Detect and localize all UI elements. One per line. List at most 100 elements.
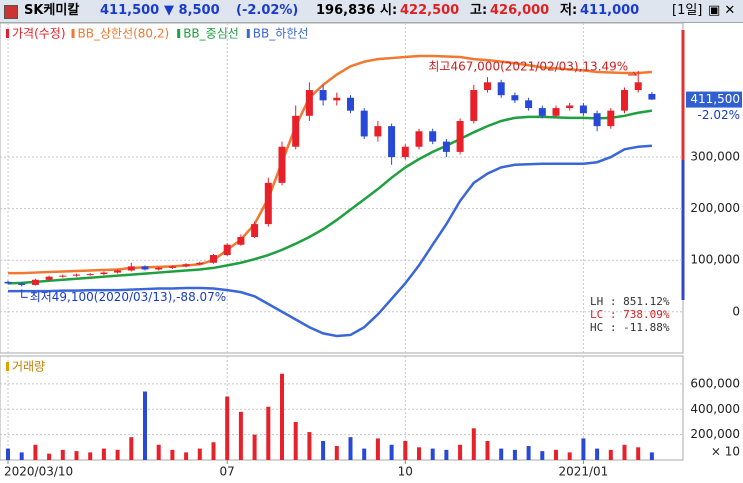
candle-body	[456, 120, 464, 152]
candle-body	[347, 97, 354, 111]
low: 411,000	[580, 3, 640, 18]
volume-bar	[608, 449, 613, 460]
volume-bar	[293, 421, 298, 460]
volume-bar	[622, 444, 627, 460]
volume-bar	[19, 452, 24, 460]
candle-body	[168, 266, 176, 268]
volume-bar	[540, 451, 545, 460]
volume-bar	[636, 447, 641, 460]
high-label: 고:	[470, 3, 488, 18]
candle-body	[634, 82, 642, 91]
last-price: 411,500	[690, 92, 740, 106]
volume-bar	[334, 446, 339, 460]
candle-body	[442, 141, 450, 152]
volume-bar	[129, 437, 134, 460]
volume-bar	[417, 447, 421, 460]
x-tick-label: 10	[398, 465, 413, 479]
legend-swatch	[246, 29, 250, 38]
candle-body	[210, 255, 217, 263]
candle-body	[182, 264, 190, 267]
unit-label: × 10	[711, 445, 740, 459]
candle-body	[333, 97, 341, 101]
open: 422,500	[400, 3, 460, 18]
legend-swatch	[6, 29, 9, 38]
volume-bar	[266, 406, 271, 460]
price: 411,500	[100, 3, 160, 18]
stock-name: SK케미칼	[24, 3, 80, 18]
volume: 196,836	[316, 3, 376, 18]
candle-body	[196, 262, 204, 265]
x-tick-label: 2020/03/10	[4, 465, 73, 479]
low-note: 최저49,100(2020/03/13),-88.07%	[30, 290, 227, 304]
stat: LC : 738.09%	[590, 308, 670, 321]
candle-body	[155, 267, 163, 270]
low-label: 저:	[560, 3, 578, 18]
volume-bar	[389, 444, 394, 460]
volume-bar	[526, 446, 531, 460]
candle-body	[497, 82, 505, 96]
y-tick-label: 0	[732, 304, 740, 318]
volume-bar	[6, 448, 10, 460]
candle-body	[264, 182, 272, 225]
candle-body	[429, 131, 437, 142]
candle-body	[4, 281, 12, 284]
price-panel	[0, 22, 684, 354]
period[interactable]: [1일]	[672, 3, 703, 18]
volume-bar	[471, 428, 476, 460]
stat: LH : 851.12%	[590, 295, 670, 308]
bb-line	[8, 144, 652, 338]
volume-bar	[88, 452, 93, 460]
candle-body	[579, 105, 587, 114]
low-arrow	[21, 289, 28, 298]
y-tick-label: 300,000	[690, 150, 740, 164]
volume-bar	[280, 373, 284, 460]
bb-line	[8, 54, 652, 275]
volume-bar	[348, 437, 353, 460]
volume-bar	[554, 449, 558, 460]
candle-body	[237, 236, 245, 245]
volume-bar	[115, 449, 120, 460]
x-tick-label: 2021/01	[558, 465, 608, 479]
volume-bar	[197, 448, 202, 460]
volume-bar	[74, 451, 79, 460]
candle-body	[621, 90, 628, 111]
window-buttons[interactable]: ▣ ✕	[708, 3, 736, 18]
candle-body	[100, 272, 108, 275]
y-tick-label: 200,000	[690, 201, 740, 215]
candle-body	[511, 95, 519, 101]
bb-line	[7, 109, 653, 285]
high-note: 최고467,000(2021/02/03),13.49%	[428, 59, 628, 73]
candle-body	[45, 276, 53, 280]
candle-body	[401, 146, 409, 158]
x-tick-label: 07	[220, 465, 235, 479]
candle-body	[566, 105, 574, 109]
candle-body	[319, 90, 327, 101]
candle-body	[278, 146, 286, 183]
volume-bar	[430, 448, 435, 460]
volume-bar	[403, 440, 408, 460]
candle-body	[374, 126, 382, 137]
high-arrow	[628, 71, 638, 76]
legend-label: 가격(수정)	[12, 27, 66, 41]
candle-body	[593, 113, 601, 127]
candle-body	[127, 266, 135, 271]
volume-bar	[307, 432, 312, 460]
candle-body	[470, 90, 478, 121]
candle-body	[292, 115, 300, 147]
candle-body	[552, 108, 560, 116]
candle-body	[388, 126, 396, 158]
icon	[4, 5, 18, 19]
legend-swatch	[71, 29, 75, 38]
candle-body	[86, 274, 94, 276]
volume-bar	[595, 448, 600, 460]
change: ▼ 8,500	[164, 3, 220, 18]
volume-bar	[512, 449, 517, 460]
candle-body	[305, 90, 313, 116]
candle-body	[73, 274, 80, 276]
volume-bar	[225, 396, 230, 460]
stat: HC : -11.88%	[590, 321, 670, 334]
open-label: 시:	[380, 3, 398, 18]
candle-body	[18, 283, 26, 285]
volume-bar	[499, 448, 504, 460]
